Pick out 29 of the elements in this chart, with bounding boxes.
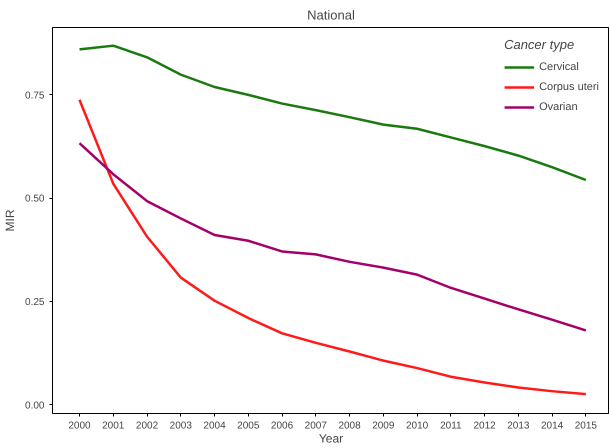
y-tick-label: 0.25 <box>25 297 45 308</box>
y-axis-title: MIR <box>3 209 18 232</box>
x-tick-label: 2002 <box>136 420 159 432</box>
x-tick-label: 2015 <box>574 420 598 432</box>
x-axis-title: Year <box>318 432 344 446</box>
x-tick-label: 2008 <box>338 420 362 432</box>
legend-label: Cervical <box>539 61 579 73</box>
legend-label: Ovarian <box>539 101 578 113</box>
line-series <box>78 98 588 396</box>
x-tick-label: 2000 <box>68 420 92 432</box>
x-tick-label: 2001 <box>102 420 125 432</box>
x-tick-label: 2010 <box>406 420 429 432</box>
x-tick-label: 2006 <box>270 420 294 432</box>
legend-label: Corpus uteri <box>539 81 599 93</box>
x-tick-label: 2014 <box>540 420 564 432</box>
legend-title: Cancer type <box>504 37 576 52</box>
chart-title: National <box>307 8 355 22</box>
y-tick-label: 0.00 <box>25 400 45 412</box>
x-tick-label: 2009 <box>372 420 395 432</box>
x-tick-label: 2004 <box>203 420 226 432</box>
x-tick-label: 2011 <box>440 420 462 432</box>
x-tick-label: 2013 <box>507 420 530 432</box>
x-tick-label: 2003 <box>170 420 192 432</box>
line-series <box>78 142 588 332</box>
y-tick-label: 0.75 <box>25 90 45 102</box>
x-tick-label: 2005 <box>237 420 260 432</box>
y-tick-label: 0.50 <box>25 194 45 205</box>
x-tick-label: 2012 <box>473 420 496 432</box>
x-tick-label: 2007 <box>304 420 328 432</box>
